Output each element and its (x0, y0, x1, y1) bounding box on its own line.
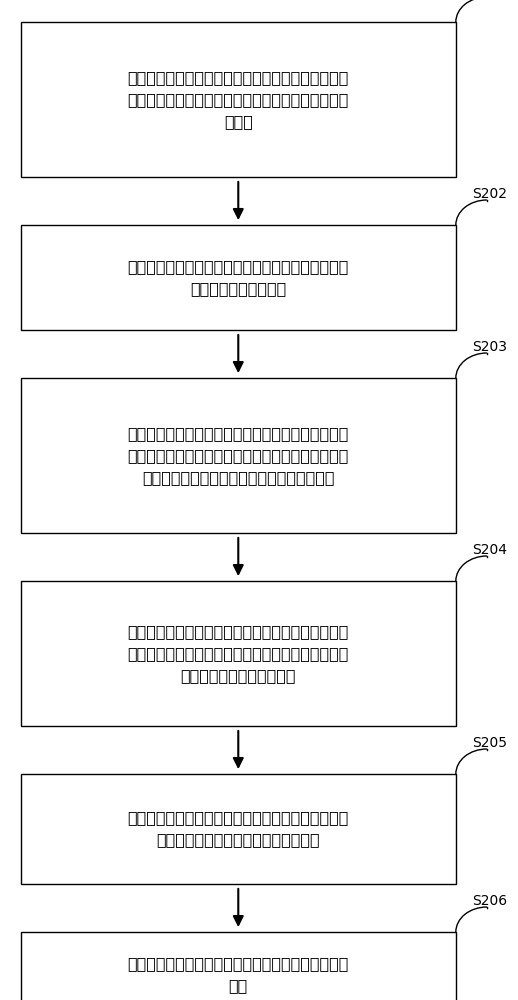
Text: 运行控制器解析应用程序后台接口第一测试策略，确
定接口测试的参数数据: 运行控制器解析应用程序后台接口第一测试策略，确 定接口测试的参数数据 (127, 259, 349, 296)
Text: 监控与日志生成器用于实时监控应用程序后台接口的
状态，记录上述后台接口异常日志信息: 监控与日志生成器用于实时监控应用程序后台接口的 状态，记录上述后台接口异常日志信… (127, 810, 349, 848)
FancyBboxPatch shape (21, 22, 456, 177)
Text: 监控与日志生成器在测试运行完毕后生成并输出测试
报告: 监控与日志生成器在测试运行完毕后生成并输出测试 报告 (127, 956, 349, 993)
Text: 用例生成器接受所述运行控制器的调用后读取用例模
板库中相应的用例模板，并根据上述运行策略对应的
参数生成测试用例，然后写入系统外部内存中: 用例生成器接受所述运行控制器的调用后读取用例模 板库中相应的用例模板，并根据上述… (127, 426, 349, 485)
Text: S202: S202 (472, 187, 507, 201)
FancyBboxPatch shape (21, 225, 456, 330)
FancyBboxPatch shape (21, 581, 456, 726)
FancyBboxPatch shape (21, 774, 456, 884)
Text: S205: S205 (472, 736, 507, 750)
FancyBboxPatch shape (21, 378, 456, 533)
Text: 运行策略库根据所述运行控制器的命令生成需要运行
的应用程序后台接口第一测试策略并传递给所述运行
控制器: 运行策略库根据所述运行控制器的命令生成需要运行 的应用程序后台接口第一测试策略并… (127, 70, 349, 129)
FancyBboxPatch shape (21, 932, 456, 1000)
Text: S204: S204 (472, 543, 507, 557)
Text: S206: S206 (472, 894, 507, 908)
Text: S203: S203 (472, 340, 507, 354)
Text: 运行控制器读取驻存在系统外部内存中的测试用例数
据，按照上述应用程序后台接口第一测试策略运行此
应用程序接口稳定性的测试: 运行控制器读取驻存在系统外部内存中的测试用例数 据，按照上述应用程序后台接口第一… (127, 624, 349, 683)
